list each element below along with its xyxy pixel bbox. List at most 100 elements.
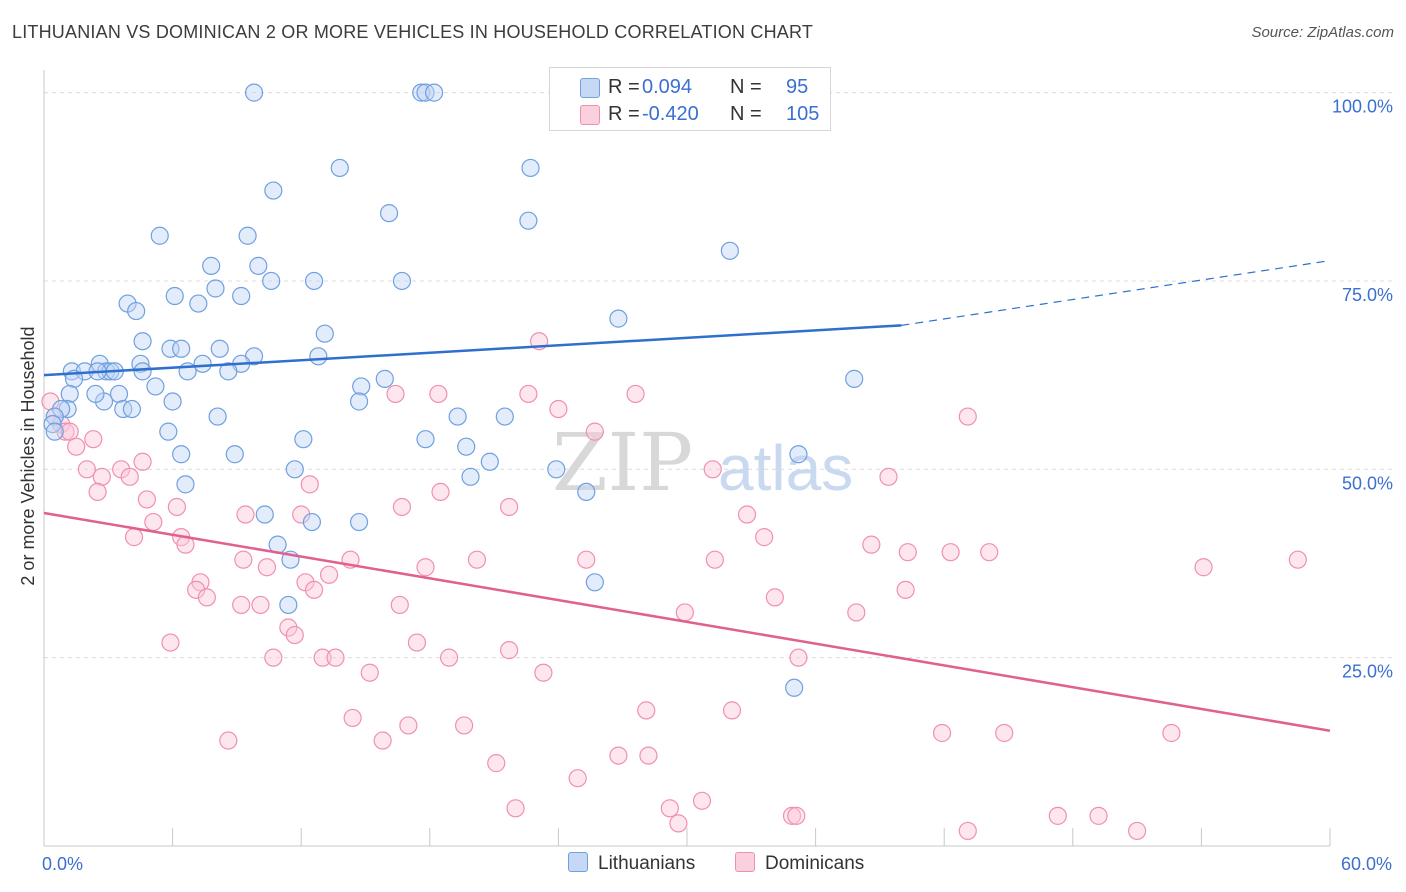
trendlines bbox=[43, 260, 1331, 732]
dominican-point bbox=[67, 437, 86, 456]
lithuanian-point bbox=[609, 309, 628, 328]
dominican-point bbox=[568, 769, 587, 788]
dominican-point bbox=[1127, 821, 1147, 841]
dominican-point bbox=[896, 580, 915, 599]
legend-row-dominicans: R = -0.420 N = 105 bbox=[550, 101, 830, 129]
dominican-point bbox=[980, 543, 999, 562]
dominican-point bbox=[1089, 806, 1108, 825]
chart-title: LITHUANIAN VS DOMINICAN 2 OR MORE VEHICL… bbox=[12, 22, 814, 42]
dominican-point bbox=[313, 648, 332, 667]
dominican-point bbox=[487, 754, 506, 773]
dominican-point bbox=[941, 543, 960, 562]
trendline-lithuanians bbox=[43, 324, 902, 377]
lithuanian-point bbox=[176, 475, 195, 494]
dominican-point bbox=[737, 505, 757, 524]
y-tick-label: 25.0% bbox=[1342, 662, 1393, 682]
legend-n-value: 105 bbox=[786, 103, 820, 125]
legend-r-label: R = bbox=[608, 103, 640, 125]
dominican-point bbox=[319, 565, 339, 584]
dominican-point bbox=[879, 467, 898, 486]
dominican-point bbox=[120, 467, 139, 486]
dominican-point bbox=[549, 399, 568, 419]
lithuanian-point bbox=[720, 241, 739, 260]
lithuanian-point bbox=[457, 437, 476, 456]
lithuanian-point bbox=[244, 83, 264, 102]
dominican-point bbox=[236, 505, 255, 524]
lithuanian-point bbox=[189, 294, 208, 313]
dominican-point bbox=[506, 799, 525, 818]
dominican-point bbox=[637, 701, 656, 720]
dominican-point bbox=[675, 603, 694, 622]
lithuanian-point bbox=[315, 324, 334, 343]
dominican-point bbox=[519, 384, 538, 404]
lithuanian-point bbox=[521, 158, 540, 178]
lithuanian-point bbox=[302, 512, 322, 532]
trendline-extension-lithuanians bbox=[901, 260, 1331, 326]
dominican-point bbox=[390, 595, 409, 615]
dominican-point bbox=[789, 648, 808, 667]
lithuanian-point bbox=[412, 83, 431, 102]
dominican-point bbox=[197, 588, 216, 607]
lithuanian-point bbox=[789, 445, 808, 464]
lithuanian-point bbox=[352, 377, 371, 396]
dominican-point bbox=[782, 806, 802, 825]
legend-n-label: N = bbox=[730, 76, 762, 98]
dominican-point bbox=[137, 490, 156, 509]
dominican-point bbox=[431, 482, 450, 502]
lithuanian-point bbox=[161, 339, 180, 358]
dominican-point bbox=[392, 497, 412, 517]
dominican-point bbox=[755, 528, 774, 547]
x-tick-label: 60.0% bbox=[1341, 854, 1392, 874]
lithuanian-point bbox=[349, 512, 369, 532]
lithuanian-point bbox=[86, 384, 105, 404]
lithuanian-point bbox=[208, 407, 227, 426]
lithuanian-point bbox=[165, 286, 184, 306]
dominican-point bbox=[500, 497, 519, 517]
dominican-point bbox=[577, 550, 596, 569]
dominican-point bbox=[251, 595, 270, 615]
lithuanian-point bbox=[294, 430, 313, 449]
dominican-point bbox=[187, 580, 206, 599]
dominican-point bbox=[898, 543, 917, 562]
legend-row-lithuanians: R = 0.094 N = 95 bbox=[550, 74, 830, 102]
lithuanian-point bbox=[547, 460, 566, 479]
legend-swatch-dominicans bbox=[580, 105, 600, 125]
source-label: Source: ZipAtlas.com bbox=[1251, 24, 1394, 41]
lithuanian-point bbox=[52, 399, 71, 419]
dominican-point bbox=[787, 806, 806, 825]
y-tick-label: 100.0% bbox=[1332, 97, 1393, 117]
dominican-point bbox=[585, 422, 604, 441]
gridlines bbox=[44, 92, 1395, 659]
series-dominicans bbox=[41, 332, 1307, 841]
lithuanian-point bbox=[519, 211, 538, 230]
lithuanian-point bbox=[461, 467, 480, 486]
lithuanian-point bbox=[133, 362, 152, 381]
dominican-point bbox=[626, 384, 645, 404]
bottom-legend-lithuanians[interactable]: Lithuanians bbox=[568, 852, 695, 875]
dominican-point bbox=[292, 505, 311, 524]
legend-n-label: N = bbox=[730, 103, 762, 125]
dominican-point bbox=[304, 580, 324, 599]
dominican-point bbox=[467, 550, 487, 569]
dominican-point bbox=[692, 791, 712, 810]
dominican-point bbox=[92, 467, 111, 486]
dominican-point bbox=[88, 482, 107, 502]
lithuanian-point bbox=[202, 256, 221, 275]
lithuanian-point bbox=[279, 595, 298, 615]
dominican-point bbox=[703, 460, 722, 479]
lithuanian-point bbox=[785, 678, 804, 697]
dominican-point bbox=[257, 558, 277, 577]
dominican-point bbox=[161, 633, 180, 652]
series-lithuanians bbox=[43, 83, 864, 697]
legend-r-value: -0.420 bbox=[642, 103, 699, 125]
dominican-point bbox=[1288, 550, 1307, 569]
bottom-legend-dominicans[interactable]: Dominicans bbox=[735, 852, 864, 875]
dominican-point bbox=[343, 708, 362, 728]
dominican-point bbox=[669, 814, 688, 833]
dominican-point bbox=[399, 716, 418, 735]
dominican-point bbox=[722, 701, 742, 720]
lithuanian-point bbox=[577, 482, 596, 502]
dominican-point bbox=[234, 550, 253, 569]
lithuanian-point bbox=[845, 369, 864, 388]
lithuanian-point bbox=[159, 422, 178, 441]
